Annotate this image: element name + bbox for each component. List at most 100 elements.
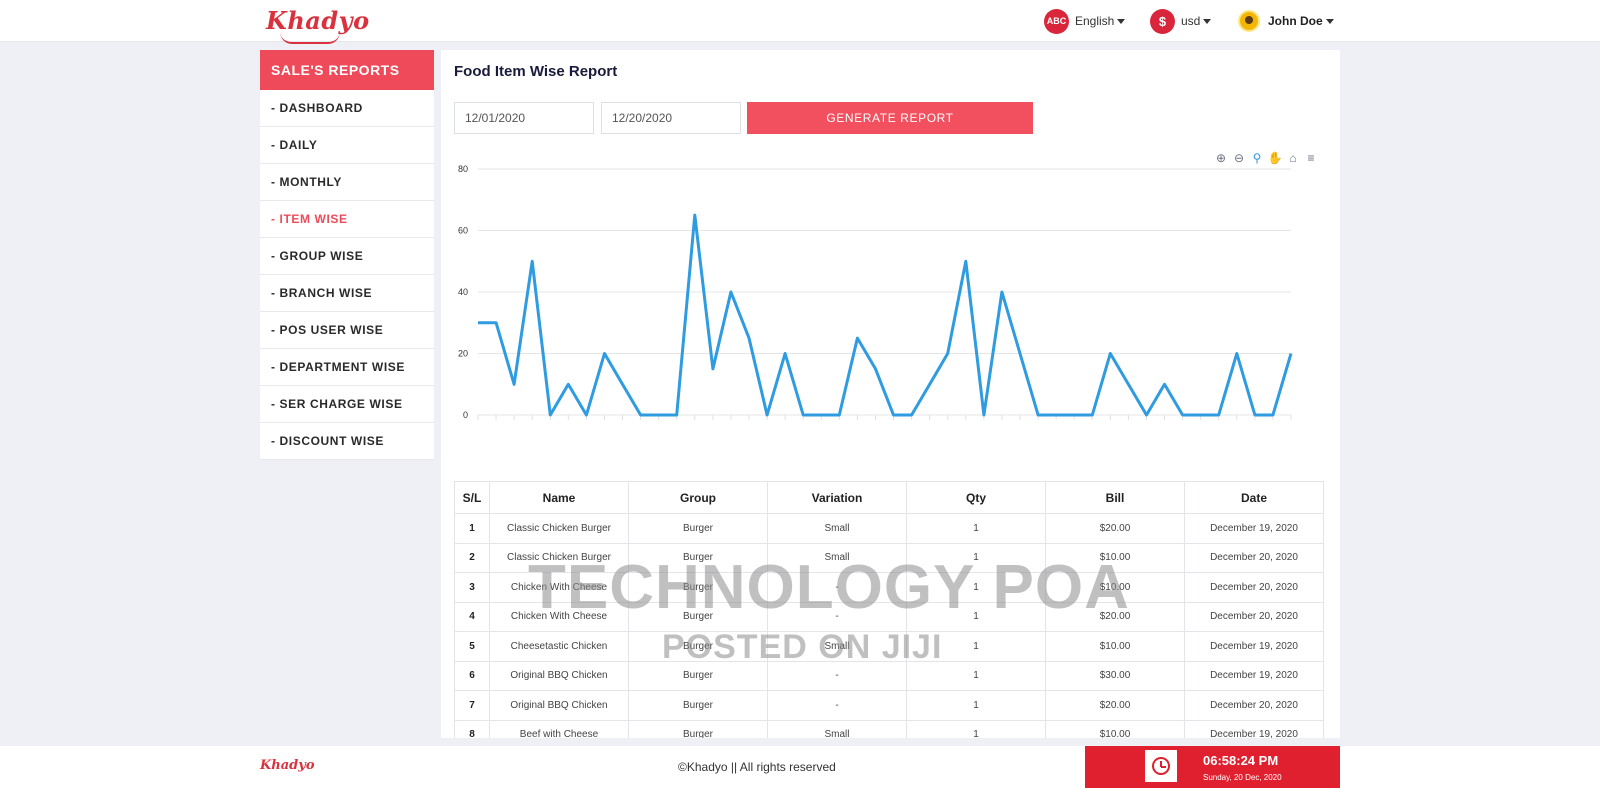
sidebar-item-dashboard[interactable]: - DASHBOARD xyxy=(260,90,434,127)
sidebar-item-discount-wise[interactable]: - DISCOUNT WISE xyxy=(260,423,434,460)
cell-qty: 1 xyxy=(906,660,1046,691)
cell-name: Chicken With Cheese xyxy=(489,601,629,632)
cell-name: Original BBQ Chicken xyxy=(489,660,629,691)
cell-bill: $10.00 xyxy=(1045,542,1185,573)
cell-name: Classic Chicken Burger xyxy=(489,542,629,573)
to-date-input[interactable] xyxy=(601,102,741,134)
cell-sl: 5 xyxy=(454,631,490,662)
cell-name: Beef with Cheese xyxy=(489,719,629,738)
cell-group: Burger xyxy=(628,631,768,662)
cell-qty: 1 xyxy=(906,513,1046,544)
cell-date: December 19, 2020 xyxy=(1184,660,1324,691)
sidebar-header: SALE'S REPORTS xyxy=(260,50,434,90)
cell-group: Burger xyxy=(628,660,768,691)
column-header-bill: Bill xyxy=(1045,481,1185,514)
cell-group: Burger xyxy=(628,572,768,603)
y-tick-label: 20 xyxy=(458,349,468,359)
chart-toolbar: ⊕ ⊖ ⚲ ✋ ⌂ ≡ xyxy=(1214,151,1318,165)
sidebar-item-branch-wise[interactable]: - BRANCH WISE xyxy=(260,275,434,312)
sidebar-item-pos-user-wise[interactable]: - POS USER WISE xyxy=(260,312,434,349)
table-row: 6 Original BBQ Chicken Burger - 1 $30.00… xyxy=(454,660,1324,691)
sidebar-item-daily[interactable]: - DAILY xyxy=(260,127,434,164)
top-navbar: Khadyo ABC English $ usd John Doe xyxy=(0,0,1600,44)
cell-qty: 1 xyxy=(906,572,1046,603)
cell-date: December 19, 2020 xyxy=(1184,719,1324,738)
cell-date: December 19, 2020 xyxy=(1184,631,1324,662)
selection-zoom-icon[interactable]: ⚲ xyxy=(1252,151,1262,165)
sidebar-item-department-wise[interactable]: - DEPARTMENT WISE xyxy=(260,349,434,386)
avatar xyxy=(1238,10,1260,32)
dollar-icon: $ xyxy=(1150,8,1175,34)
language-label: English xyxy=(1075,14,1115,28)
cell-group: Burger xyxy=(628,690,768,721)
sidebar-item-monthly[interactable]: - MONTHLY xyxy=(260,164,434,201)
cell-qty: 1 xyxy=(906,631,1046,662)
table-row: 4 Chicken With Cheese Burger - 1 $20.00 … xyxy=(454,601,1324,632)
zoom-out-icon[interactable]: ⊖ xyxy=(1233,151,1245,165)
pan-hand-icon[interactable]: ✋ xyxy=(1267,151,1283,165)
cell-group: Burger xyxy=(628,542,768,573)
cell-qty: 1 xyxy=(906,690,1046,721)
cell-variation: Small xyxy=(767,513,907,544)
cell-bill: $20.00 xyxy=(1045,690,1185,721)
y-tick-label: 0 xyxy=(463,410,468,420)
language-selector[interactable]: ABC English xyxy=(1044,8,1126,34)
line-chart: ⊕ ⊖ ⚲ ✋ ⌂ ≡ 80 60 40 20 0 xyxy=(441,145,1340,475)
zoom-in-icon[interactable]: ⊕ xyxy=(1215,151,1227,165)
menu-icon[interactable]: ≡ xyxy=(1307,151,1315,165)
cell-bill: $20.00 xyxy=(1045,601,1185,632)
cell-sl: 2 xyxy=(454,542,490,573)
column-header-variation: Variation xyxy=(767,481,907,514)
footer: Khadyo ©Khadyo || All rights reserved 06… xyxy=(0,746,1600,788)
cell-variation: Small xyxy=(767,542,907,573)
y-tick-label: 80 xyxy=(458,164,468,174)
cell-variation: - xyxy=(767,601,907,632)
cell-sl: 4 xyxy=(454,601,490,632)
cell-name: Chicken With Cheese xyxy=(489,572,629,603)
cell-sl: 8 xyxy=(454,719,490,738)
currency-selector[interactable]: $ usd xyxy=(1150,8,1212,34)
table-row: 8 Beef with Cheese Burger Small 1 $10.00… xyxy=(454,719,1324,738)
abc-icon: ABC xyxy=(1044,8,1069,34)
cell-name: Cheesetastic Chicken xyxy=(489,631,629,662)
cell-date: December 20, 2020 xyxy=(1184,690,1324,721)
cell-name: Original BBQ Chicken xyxy=(489,690,629,721)
reset-home-icon[interactable]: ⌂ xyxy=(1289,151,1297,165)
sidebar: SALE'S REPORTS - DASHBOARD - DAILY - MON… xyxy=(260,50,434,460)
column-header-group: Group xyxy=(628,481,768,514)
column-header-name: Name xyxy=(489,481,629,514)
sidebar-item-item-wise[interactable]: - ITEM WISE xyxy=(260,201,434,238)
clock-time: 06:58:24 PM xyxy=(1203,753,1279,768)
cell-bill: $10.00 xyxy=(1045,631,1185,662)
from-date-input[interactable] xyxy=(454,102,594,134)
chevron-down-icon xyxy=(1325,18,1334,24)
cell-group: Burger xyxy=(628,601,768,632)
generate-report-button[interactable]: GENERATE REPORT xyxy=(747,102,1033,134)
series-line xyxy=(478,213,1293,417)
user-menu[interactable]: John Doe xyxy=(1238,8,1334,34)
brand-logo-text: Khadyo xyxy=(266,6,370,35)
cell-variation: - xyxy=(767,572,907,603)
footer-logo: Khadyo xyxy=(260,758,315,773)
chevron-down-icon xyxy=(1203,18,1212,24)
cell-variation: Small xyxy=(767,631,907,662)
cell-group: Burger xyxy=(628,719,768,738)
y-tick-label: 40 xyxy=(458,287,468,297)
user-name: John Doe xyxy=(1268,14,1323,28)
sidebar-item-ser-charge-wise[interactable]: - SER CHARGE WISE xyxy=(260,386,434,423)
report-panel: Food Item Wise Report GENERATE REPORT ⊕ … xyxy=(441,50,1340,738)
brand-logo[interactable]: Khadyo xyxy=(266,6,369,44)
sidebar-item-group-wise[interactable]: - GROUP WISE xyxy=(260,238,434,275)
cell-sl: 3 xyxy=(454,572,490,603)
logo-swoosh xyxy=(280,32,340,44)
cell-bill: $30.00 xyxy=(1045,660,1185,691)
cell-date: December 20, 2020 xyxy=(1184,572,1324,603)
cell-variation: - xyxy=(767,660,907,691)
chevron-down-icon xyxy=(1117,18,1126,24)
chart-svg: 80 60 40 20 0 xyxy=(458,164,1293,420)
table-header-row: S/L Name Group Variation Qty Bill Date xyxy=(454,481,1324,514)
cell-bill: $20.00 xyxy=(1045,513,1185,544)
table-row: 1 Classic Chicken Burger Burger Small 1 … xyxy=(454,513,1324,544)
cell-qty: 1 xyxy=(906,542,1046,573)
table-row: 7 Original BBQ Chicken Burger - 1 $20.00… xyxy=(454,690,1324,721)
